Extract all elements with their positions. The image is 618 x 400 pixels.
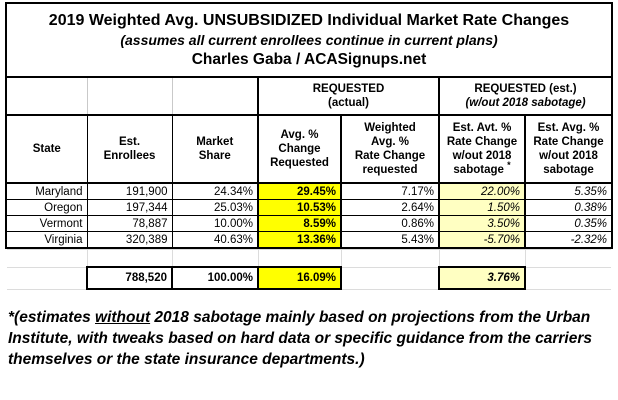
chart-subtitle: (assumes all current enrollees continue …: [120, 32, 498, 48]
cell-state: Virginia: [7, 231, 88, 247]
table-row-vermont: Vermont 78,887 10.00% 8.59% 0.86% 3.50% …: [7, 215, 612, 232]
cell-weighted-change: 7.17%: [340, 182, 440, 200]
cell-state: Maryland: [7, 182, 88, 200]
total-enrollees: 788,520: [86, 266, 173, 290]
rate-data-table: REQUESTED (actual) REQUESTED (est.) (w/o…: [7, 78, 612, 247]
total-empty-state: [7, 266, 88, 290]
cell-est-avt-change: 1.50%: [438, 199, 527, 216]
col-header-est-avg-change: Est. Avg. % Rate Change w/out 2018 sabot…: [524, 114, 612, 184]
col-header-est-enrollees: Est. Enrollees: [86, 114, 173, 184]
footnote-suffix: 2018 sabotage mainly based on projection…: [8, 309, 592, 368]
title-block: 2019 Weighted Avg. UNSUBSIDIZED Individu…: [7, 4, 611, 78]
footnote-prefix: *(estimates: [8, 309, 96, 326]
col-header-state: State: [7, 114, 88, 184]
total-empty-est-avg: [524, 266, 611, 290]
total-est-avt-change: 3.76%: [438, 266, 526, 290]
total-market-share: 100.00%: [171, 266, 259, 290]
cell-market-share: 40.63%: [171, 231, 259, 247]
group-header-requested-actual: REQUESTED (actual): [256, 78, 441, 116]
table-row-maryland: Maryland 191,900 24.34% 29.45% 7.17% 22.…: [7, 182, 612, 200]
group-header-empty-state: [7, 78, 88, 116]
group-header-row: REQUESTED (actual) REQUESTED (est.) (w/o…: [7, 78, 612, 116]
cell-enrollees: 78,887: [86, 215, 173, 232]
group-header-requested-est: REQUESTED (est.) (w/out 2018 sabotage): [438, 78, 612, 116]
spacer-row: [7, 249, 611, 268]
cell-est-avt-change: 22.00%: [438, 182, 527, 200]
group-header-empty-share: [171, 78, 259, 116]
col-header-market-share: Market Share: [171, 114, 259, 184]
footnote: *(estimates without 2018 sabotage mainly…: [8, 307, 608, 370]
cell-enrollees: 191,900: [86, 182, 173, 200]
cell-enrollees: 320,389: [86, 231, 173, 247]
chart-attribution: Charles Gaba / ACASignups.net: [191, 51, 427, 68]
cell-weighted-change: 2.64%: [340, 199, 440, 216]
cell-market-share: 24.34%: [171, 182, 259, 200]
total-empty-weighted: [340, 266, 440, 290]
col-header-est-avt-change: Est. Avt. % Rate Change w/out 2018 sabot…: [438, 114, 527, 184]
col-header-avg-change-requested: Avg. % Change Requested: [257, 114, 342, 184]
cell-state: Oregon: [7, 199, 88, 216]
total-avg-change-requested: 16.09%: [257, 266, 342, 290]
cell-avg-change-requested: 10.53%: [257, 199, 342, 216]
cell-market-share: 25.03%: [171, 199, 259, 216]
chart-title: 2019 Weighted Avg. UNSUBSIDIZED Individu…: [48, 12, 570, 29]
cell-avg-change-requested: 8.59%: [257, 215, 342, 232]
cell-est-avg-change: 5.35%: [524, 182, 612, 200]
group-header-requested-actual-line1: REQUESTED: [312, 83, 385, 95]
table-row-oregon: Oregon 197,344 25.03% 10.53% 2.64% 1.50%…: [7, 199, 612, 216]
cell-weighted-change: 0.86%: [340, 215, 440, 232]
total-row: 788,520 100.00% 16.09% 3.76%: [7, 266, 611, 290]
cell-est-avg-change: 0.35%: [524, 215, 612, 232]
cell-est-avg-change: 0.38%: [524, 199, 612, 216]
footnote-underlined-word: without: [95, 309, 151, 326]
cell-weighted-change: 5.43%: [340, 231, 440, 247]
totals-table: 788,520 100.00% 16.09% 3.76%: [7, 249, 611, 290]
footnote-asterisk: *: [507, 160, 511, 171]
group-header-requested-est-line1: REQUESTED (est.): [474, 83, 577, 95]
group-header-requested-est-line2: (w/out 2018 sabotage): [465, 97, 586, 109]
cell-avg-change-requested: 13.36%: [257, 231, 342, 247]
cell-est-avt-change: 3.50%: [438, 215, 527, 232]
cell-est-avt-change: -5.70%: [438, 231, 527, 247]
cell-state: Vermont: [7, 215, 88, 232]
cell-est-avg-change: -2.32%: [524, 231, 612, 247]
column-header-row: State Est. Enrollees Market Share Avg. %…: [7, 114, 612, 184]
cell-avg-change-requested: 29.45%: [257, 182, 342, 200]
group-header-empty-enrollees: [86, 78, 173, 116]
group-header-requested-actual-line2: (actual): [328, 97, 369, 109]
rate-change-table-box: 2019 Weighted Avg. UNSUBSIDIZED Individu…: [5, 2, 613, 249]
table-row-virginia: Virginia 320,389 40.63% 13.36% 5.43% -5.…: [7, 231, 612, 247]
cell-enrollees: 197,344: [86, 199, 173, 216]
col-header-weighted-change: Weighted Avg. % Rate Change requested: [340, 114, 440, 184]
cell-market-share: 10.00%: [171, 215, 259, 232]
